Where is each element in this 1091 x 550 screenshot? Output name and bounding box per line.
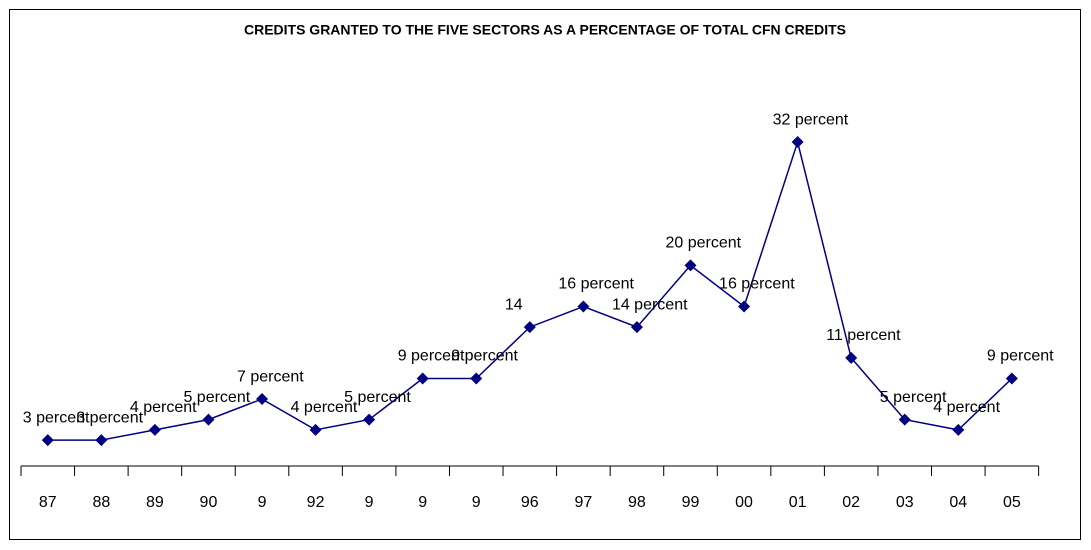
data-label: 9 percent xyxy=(398,348,465,365)
x-tick-label: 96 xyxy=(521,494,539,511)
data-label: 9 percent xyxy=(987,348,1054,365)
data-label: 7 percent xyxy=(237,368,304,385)
data-point xyxy=(898,413,911,426)
data-label: 14 xyxy=(505,296,523,313)
data-label: 3 percent xyxy=(23,409,90,426)
data-point xyxy=(148,423,161,436)
data-point xyxy=(416,372,429,385)
x-tick-label: 90 xyxy=(200,494,218,511)
data-point xyxy=(309,423,322,436)
data-label: 3 percent xyxy=(76,409,143,426)
data-label: 4 percent xyxy=(130,399,197,416)
data-point xyxy=(363,413,376,426)
data-point xyxy=(791,136,804,149)
x-tick-label: 87 xyxy=(39,494,57,511)
data-label: 5 percent xyxy=(183,389,250,406)
data-label: 32 percent xyxy=(773,111,849,128)
data-point xyxy=(684,259,697,272)
x-tick-label: 98 xyxy=(628,494,646,511)
data-label: 14 percent xyxy=(612,296,688,313)
x-tick-label: 01 xyxy=(789,494,807,511)
data-label: 16 percent xyxy=(719,276,795,293)
data-point xyxy=(577,300,590,313)
data-point xyxy=(845,351,858,364)
x-tick-label: 05 xyxy=(1003,494,1021,511)
data-label: 11 percent xyxy=(826,327,901,344)
data-label: 4 percent xyxy=(291,399,358,416)
data-label: 9 percent xyxy=(451,348,518,365)
x-tick-label: 89 xyxy=(146,494,164,511)
x-tick-label: 04 xyxy=(949,494,967,511)
data-label: 20 percent xyxy=(666,235,742,252)
x-tick-label: 00 xyxy=(735,494,753,511)
x-tick-label: 97 xyxy=(574,494,592,511)
data-point xyxy=(470,372,483,385)
data-label: 5 percent xyxy=(880,389,947,406)
chart-title: CREDITS GRANTED TO THE FIVE SECTORS AS A… xyxy=(244,22,846,38)
data-label: 4 percent xyxy=(933,399,1000,416)
data-point xyxy=(738,300,751,313)
x-tick-label: 9 xyxy=(418,494,427,511)
data-point xyxy=(256,393,269,406)
x-tick-label: 92 xyxy=(307,494,325,511)
x-tick-label: 02 xyxy=(842,494,860,511)
x-tick-label: 99 xyxy=(682,494,700,511)
x-tick-label: 9 xyxy=(365,494,374,511)
data-label: 5 percent xyxy=(344,389,411,406)
data-label: 16 percent xyxy=(558,276,634,293)
data-point xyxy=(95,434,108,447)
data-point xyxy=(630,321,643,334)
data-point xyxy=(1005,372,1018,385)
data-point xyxy=(41,434,54,447)
chart-frame xyxy=(9,9,1081,540)
x-tick-label: 88 xyxy=(92,494,110,511)
x-tick-label: 9 xyxy=(472,494,481,511)
x-tick-label: 9 xyxy=(258,494,267,511)
data-point xyxy=(952,423,965,436)
data-point xyxy=(202,413,215,426)
x-tick-label: 03 xyxy=(896,494,914,511)
data-point xyxy=(523,321,536,334)
